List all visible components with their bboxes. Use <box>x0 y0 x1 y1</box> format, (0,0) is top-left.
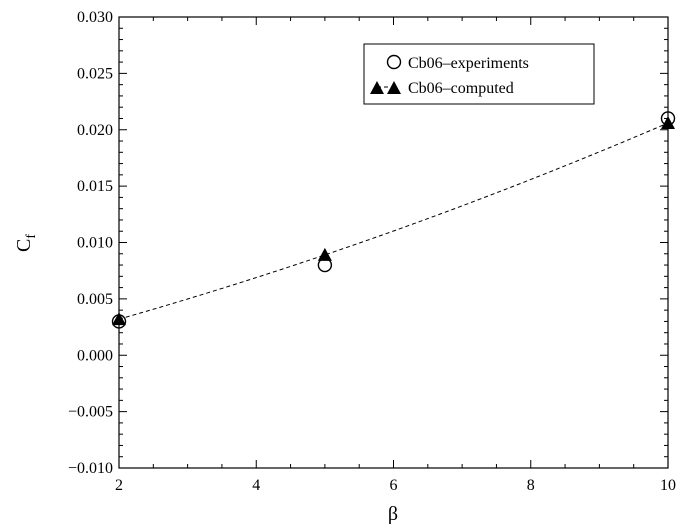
x-tick-label: 4 <box>252 477 260 494</box>
y-tick-label: −0.005 <box>68 404 113 421</box>
computed-point <box>112 312 126 326</box>
series-layer <box>111 111 676 329</box>
legend: Cb06–experiments Cb06–computed <box>363 43 595 105</box>
x-tick-label: 2 <box>115 477 123 494</box>
experiment-point <box>660 111 676 126</box>
legend-computed-label: Cb06–computed <box>408 80 514 97</box>
y-tick-label: 0.030 <box>77 9 113 26</box>
y-axis: −0.010 −0.005 0.000 0.005 0.010 0.015 0.020 0.0… <box>68 9 668 477</box>
computed-point <box>661 115 675 129</box>
legend-computed-marker-right <box>387 81 401 94</box>
y-tick-label: 0.010 <box>77 235 113 252</box>
y-axis-title-subscript: f <box>24 234 39 239</box>
legend-box <box>363 43 595 105</box>
legend-computed-marker-left <box>370 81 384 94</box>
legend-experiments-marker <box>386 54 402 70</box>
legend-experiments-label: Cb06–experiments <box>408 55 529 72</box>
x-tick-label: 8 <box>527 477 535 494</box>
x-tick-label: 6 <box>390 477 398 494</box>
y-tick-label: 0.015 <box>77 178 113 195</box>
y-axis-title: Cf <box>13 234 39 252</box>
x-axis-title: β <box>388 503 398 524</box>
y-tick-label: −0.010 <box>68 460 113 477</box>
computed-point <box>317 247 332 261</box>
x-axis: 2 4 6 8 10 <box>115 17 676 494</box>
experiment-point <box>111 314 127 329</box>
y-tick-label: 0.000 <box>77 347 113 364</box>
experiment-point <box>317 257 333 273</box>
y-tick-label: 0.005 <box>77 291 113 308</box>
y-tick-label: 0.025 <box>77 65 113 82</box>
y-axis-title-main: C <box>13 239 35 252</box>
x-tick-label: 10 <box>660 477 676 494</box>
computed-dashed-line <box>118 122 669 320</box>
y-tick-label: 0.020 <box>77 122 113 139</box>
